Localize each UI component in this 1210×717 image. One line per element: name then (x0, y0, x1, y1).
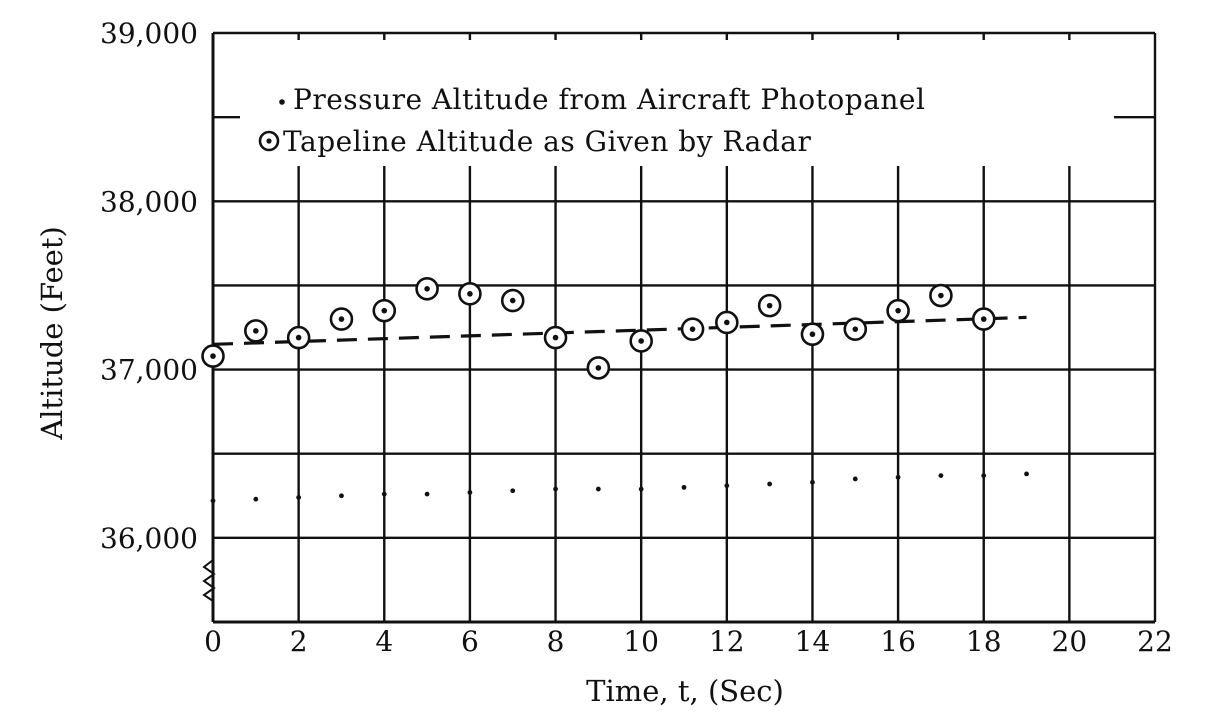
pressure-point (895, 474, 901, 480)
pressure-point (810, 479, 815, 485)
radar-point (201, 344, 225, 368)
radar-point-center (295, 334, 302, 341)
dashed-fit-line (212, 315, 1027, 346)
radar-point-center (509, 297, 516, 304)
radar-point (843, 317, 868, 341)
radar-point (680, 317, 705, 341)
pressure-point (210, 498, 216, 504)
radar-point-center (980, 316, 987, 322)
axis-break-mark (202, 559, 216, 602)
radar-point (971, 307, 996, 331)
radar-point-center (467, 291, 473, 297)
radar-point-center (689, 326, 696, 332)
radar-point (757, 293, 782, 318)
radar-point-center (338, 316, 345, 322)
pressure-point (424, 491, 430, 497)
fit-line-group (212, 315, 1027, 346)
radar-point-center (253, 328, 259, 334)
radar-point-center (895, 307, 901, 314)
x-tick-label: 16 (880, 625, 916, 658)
radar-point (286, 325, 311, 350)
radar-point (458, 282, 482, 306)
radar-point (244, 319, 268, 343)
radar-point-center (724, 319, 730, 326)
x-tick-label: 10 (623, 625, 659, 658)
legend-background (240, 40, 1114, 166)
radar-point-center (381, 307, 388, 314)
pressure-point (296, 495, 302, 500)
radar-point-center (766, 302, 773, 309)
pressure-point (553, 486, 558, 492)
radar-point (629, 329, 653, 353)
radar-point (329, 307, 354, 331)
y-tick-label: 39,000 (100, 17, 198, 50)
pressure-point (852, 476, 858, 482)
x-tick-label: 22 (1137, 625, 1173, 658)
pressure-point (253, 496, 259, 502)
x-tick-label: 20 (1052, 625, 1088, 658)
legend-radar-marker-center (266, 138, 272, 144)
pressure-point (638, 486, 644, 492)
radar-point-center (424, 285, 430, 292)
radar-point (372, 298, 397, 323)
radar-point-center (938, 292, 944, 299)
pressure-point (381, 491, 387, 497)
x-tick-label: 2 (290, 625, 308, 658)
x-tick-label: 6 (461, 625, 479, 658)
radar-point (500, 288, 525, 313)
radar-point (886, 298, 910, 323)
radar-point (586, 356, 611, 380)
y-tick-label: 37,000 (100, 354, 198, 387)
pressure-point (981, 473, 987, 478)
legend-pressure-marker (279, 99, 285, 105)
pressure-altitude-series (210, 471, 1029, 504)
pressure-point (724, 483, 730, 489)
radar-point (415, 276, 439, 301)
x-tick-label: 4 (375, 625, 393, 658)
radar-point (543, 325, 568, 350)
x-tick-label: 12 (709, 625, 745, 658)
x-tick-label: 14 (795, 625, 831, 658)
legend-radar-label: Tapeline Altitude as Given by Radar (283, 125, 811, 158)
radar-point-center (638, 338, 644, 344)
y-axis-tick-labels: 36,000 37,000 38,000 39,000 (100, 17, 198, 555)
radar-point-center (595, 365, 602, 371)
radar-point (715, 310, 739, 335)
pressure-point (467, 490, 473, 495)
legend-pressure-label: Pressure Altitude from Aircraft Photopan… (293, 83, 925, 116)
x-tick-label: 8 (547, 625, 565, 658)
pressure-point (681, 484, 687, 490)
pressure-point (595, 486, 601, 492)
y-axis-title: Altitude (Feet) (35, 226, 69, 441)
x-tick-label: 0 (204, 625, 222, 658)
radar-point-center (210, 353, 216, 359)
radar-point (800, 322, 825, 347)
y-tick-label: 36,000 (100, 522, 198, 555)
pressure-point (938, 473, 944, 478)
pressure-point (339, 493, 344, 499)
x-axis-title: Time, t, (Sec) (586, 674, 784, 708)
radar-point-center (809, 331, 816, 338)
pressure-point (767, 481, 773, 487)
x-axis-tick-labels: 0 2 4 6 8 10 12 14 16 18 20 22 (204, 625, 1173, 658)
tapeline-altitude-series (201, 276, 996, 380)
x-tick-label: 18 (966, 625, 1002, 658)
legend: Pressure Altitude from Aircraft Photopan… (240, 40, 1114, 166)
radar-point-center (552, 334, 559, 341)
pressure-point (1024, 471, 1029, 477)
radar-point-center (852, 326, 859, 332)
y-tick-label: 38,000 (100, 185, 198, 218)
pressure-point (510, 488, 516, 494)
radar-point (929, 283, 953, 308)
